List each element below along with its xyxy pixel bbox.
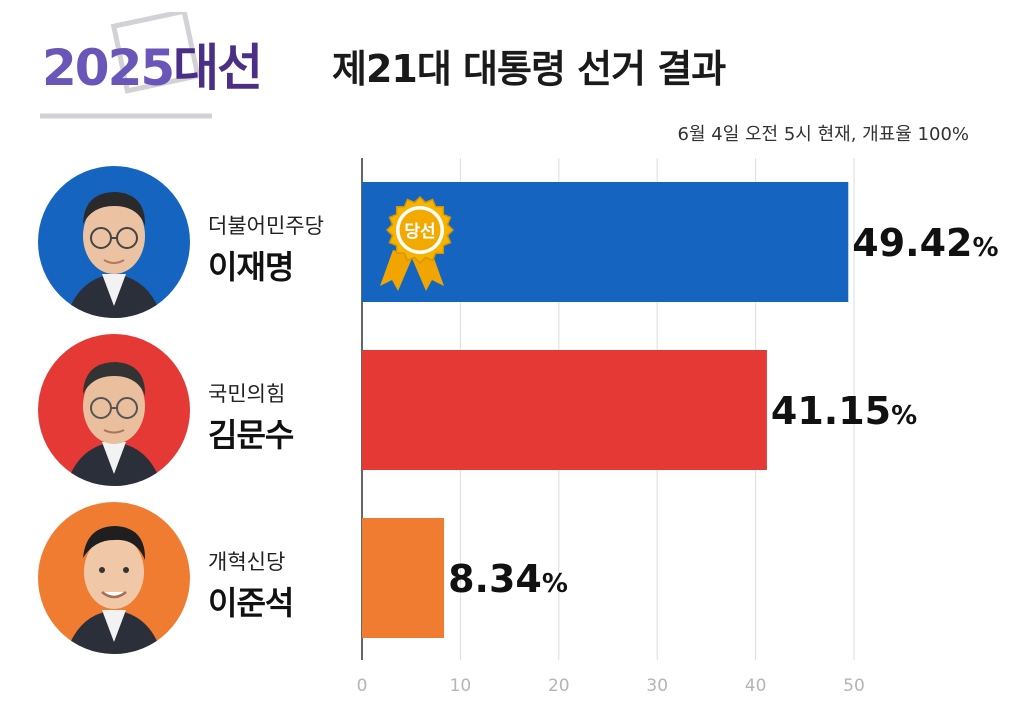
party-name: 국민의힘 — [208, 382, 286, 406]
x-tick-label: 0 — [357, 676, 368, 696]
value-number: 41.15 — [771, 389, 891, 433]
party-name: 더불어민주당 — [208, 214, 324, 238]
value-labels: 49.42%41.15%8.34% — [448, 221, 998, 601]
winner-badge: 당선 — [380, 195, 455, 291]
candidate-photo — [38, 334, 190, 486]
brand-word: 대선 — [173, 39, 263, 97]
percent-sign: % — [972, 233, 998, 263]
candidate-name: 이재명 — [208, 248, 294, 286]
value-label-3: 8.34% — [448, 557, 568, 601]
chart-subtitle: 6월 4일 오전 5시 현재, 개표율 100% — [677, 124, 969, 145]
candidate-photo — [38, 166, 190, 318]
brand-year: 2025 — [42, 39, 175, 97]
chart-title: 제21대 대통령 선거 결과 — [332, 47, 726, 91]
party-name: 개혁신당 — [208, 550, 286, 574]
candidate-photo — [38, 502, 190, 654]
value-label-1: 49.42% — [852, 221, 998, 265]
value-label-2: 41.15% — [771, 389, 917, 433]
bar-3 — [362, 518, 445, 638]
x-tick-label: 50 — [843, 676, 865, 696]
brand-title: 2025대선 — [42, 38, 263, 98]
candidate-name: 김문수 — [208, 416, 294, 454]
x-tick-label: 40 — [745, 676, 767, 696]
x-tick-label: 20 — [548, 676, 570, 696]
value-number: 49.42 — [852, 221, 972, 265]
x-axis-ticks: 0 10 20 30 40 50 — [357, 676, 865, 696]
ballot-box-logo — [40, 12, 212, 119]
x-tick-label: 30 — [646, 676, 668, 696]
candidate-row-2: 국민의힘 김문수 — [38, 334, 378, 494]
x-tick-label: 10 — [450, 676, 472, 696]
candidate-row-1: 더불어민주당 이재명 — [38, 166, 378, 326]
percent-sign: % — [891, 401, 917, 431]
percent-sign: % — [542, 569, 568, 599]
value-number: 8.34 — [448, 557, 542, 601]
winner-badge-label: 당선 — [404, 222, 435, 242]
candidate-name: 이준석 — [208, 584, 294, 622]
candidate-row-3: 개혁신당 이준석 — [38, 502, 378, 662]
bar-2 — [362, 350, 767, 470]
